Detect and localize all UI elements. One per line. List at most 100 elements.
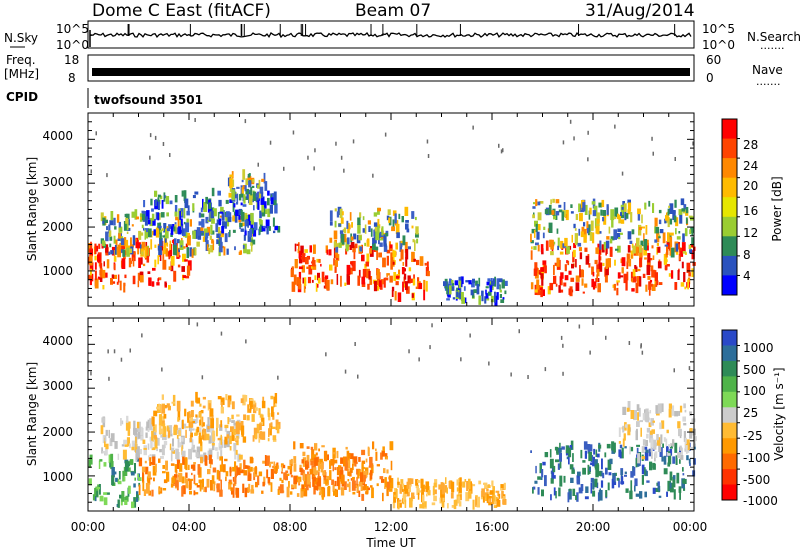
- heatmap-cell: [210, 480, 213, 491]
- heatmap-cell: [669, 471, 673, 481]
- heatmap-cell: [358, 490, 361, 497]
- heatmap-cell: [668, 408, 672, 418]
- heatmap-cell: [217, 227, 221, 236]
- heatmap-cell: [182, 485, 186, 495]
- heatmap-cell: [386, 469, 389, 474]
- heatmap-cell: [598, 254, 601, 264]
- heatmap-cell: [572, 249, 576, 258]
- heatmap-cell: [228, 192, 232, 198]
- heatmap-cell: [175, 430, 180, 434]
- heatmap-cell: [332, 457, 335, 465]
- heatmap-cell: [263, 476, 266, 485]
- heatmap-cell: [550, 239, 554, 250]
- heatmap-cell: [119, 226, 123, 233]
- heatmap-cell: [121, 444, 125, 447]
- heatmap-cell: [207, 417, 210, 428]
- heatmap-cell: [147, 476, 151, 485]
- heatmap-cell: [670, 482, 674, 489]
- heatmap-cell: [680, 250, 684, 257]
- nave-trace: [92, 68, 690, 76]
- sparse-cell: [313, 166, 315, 171]
- heatmap-cell: [259, 423, 262, 431]
- heatmap-cell: [173, 226, 176, 232]
- heatmap-cell: [218, 470, 221, 481]
- heatmap-cell: [121, 491, 125, 502]
- heatmap-cell: [340, 217, 344, 224]
- heatmap-cell: [177, 264, 181, 268]
- sparse-cell: [674, 157, 676, 161]
- heatmap-cell: [448, 481, 452, 489]
- heatmap-cell: [547, 286, 551, 295]
- sparse-cell: [688, 366, 691, 371]
- heatmap-cell: [654, 272, 658, 282]
- heatmap-cell: [375, 451, 378, 461]
- heatmap-cell: [578, 203, 581, 213]
- heatmap-cell: [124, 500, 128, 505]
- heatmap-cell: [336, 274, 339, 285]
- heatmap-cell: [682, 467, 684, 472]
- heatmap-cell: [143, 489, 146, 496]
- heatmap-cell: [240, 211, 245, 220]
- heatmap-cell: [423, 289, 426, 301]
- xlabel: Time UT: [365, 536, 416, 550]
- heatmap-cell: [181, 246, 186, 249]
- heatmap-cell: [193, 474, 196, 485]
- sparse-cell: [154, 135, 157, 140]
- power-heatmap-cells: [88, 118, 696, 307]
- heatmap-cell: [564, 275, 569, 281]
- heatmap-cell: [126, 219, 129, 231]
- heatmap-cell: [304, 249, 308, 253]
- heatmap-cell: [531, 246, 533, 250]
- heatmap-cell: [378, 237, 380, 245]
- heatmap-cell: [209, 449, 213, 458]
- heatmap-cell: [192, 203, 195, 211]
- heatmap-cell: [232, 466, 236, 472]
- heatmap-cell: [196, 446, 201, 452]
- heatmap-cell: [345, 244, 350, 247]
- heatmap-cell: [675, 243, 679, 252]
- heatmap-cell: [147, 428, 150, 432]
- heatmap-cell: [669, 218, 673, 225]
- heatmap-cell: [317, 272, 320, 281]
- colorbar-segment: [722, 197, 737, 218]
- heatmap-cell: [218, 241, 223, 253]
- heatmap-cell: [630, 254, 633, 259]
- heatmap-cell: [383, 236, 387, 247]
- heatmap-cell: [260, 196, 265, 205]
- heatmap-cell: [291, 484, 294, 489]
- heatmap-cell: [485, 293, 489, 299]
- heatmap-cell: [222, 221, 225, 228]
- heatmap-cell: [202, 405, 206, 409]
- heatmap-cell: [247, 174, 251, 178]
- heatmap-cell: [579, 269, 582, 278]
- heatmap-cell: [668, 273, 671, 277]
- heatmap-cell: [684, 286, 687, 290]
- heatmap-cell: [206, 244, 209, 251]
- heatmap-cell: [277, 226, 281, 233]
- heatmap-cell: [398, 499, 402, 502]
- heatmap-cell: [205, 196, 208, 204]
- heatmap-cell: [388, 475, 392, 483]
- heatmap-cell: [336, 211, 340, 218]
- heatmap-cell: [158, 247, 162, 256]
- heatmap-cell: [678, 428, 682, 437]
- heatmap-cell: [104, 272, 108, 278]
- heatmap-cell: [185, 429, 187, 438]
- heatmap-cell: [266, 469, 269, 479]
- heatmap-cell: [671, 405, 675, 416]
- heatmap-cell: [261, 400, 266, 409]
- heatmap-cell: [357, 275, 360, 286]
- heatmap-cell: [503, 482, 506, 490]
- heatmap-cell: [149, 477, 153, 480]
- vel-cbar-tick-1: 500: [743, 363, 766, 377]
- heatmap-cell: [691, 227, 694, 236]
- heatmap-cell: [678, 209, 683, 216]
- heatmap-cell: [532, 487, 534, 494]
- heatmap-cell: [306, 454, 310, 462]
- heatmap-cell: [300, 469, 304, 476]
- heatmap-cell: [530, 450, 532, 453]
- heatmap-cell: [160, 420, 165, 427]
- velocity-ytick-4000: 4000: [42, 334, 73, 348]
- heatmap-cell: [270, 482, 273, 492]
